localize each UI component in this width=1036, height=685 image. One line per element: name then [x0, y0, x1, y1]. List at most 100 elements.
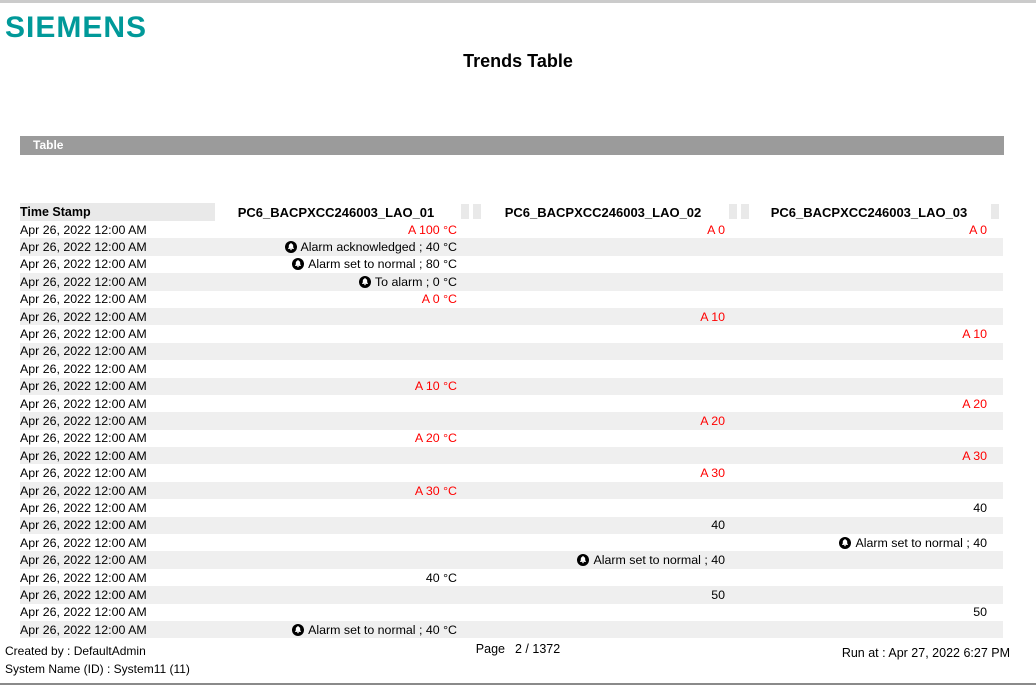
value-cell-col2 [481, 604, 725, 621]
system-name: System Name (ID) : System11 (11) [5, 661, 190, 676]
value-cell-col3 [751, 291, 987, 308]
spacer-cell [987, 551, 1003, 568]
timestamp-cell: Apr 26, 2022 12:00 AM [20, 274, 147, 289]
spacer-cell [725, 273, 751, 290]
spacer-block-icon [461, 204, 469, 220]
trend-value-text: 40 °C [425, 570, 457, 585]
value-cell-col3 [751, 464, 987, 481]
value-cell-col2 [481, 343, 725, 360]
spacer-cell [987, 586, 1003, 603]
value-cell-col1 [215, 395, 457, 412]
trend-value-text: A 30 [700, 466, 725, 481]
column-header-lao-02: PC6_BACPXCC246003_LAO_02 [504, 204, 702, 220]
timestamp-cell: Apr 26, 2022 12:00 AM [20, 240, 147, 255]
value-cell-col3 [751, 430, 987, 447]
spacer-cell [725, 464, 751, 481]
value-cell-col3 [751, 482, 987, 499]
timestamp-cell: Apr 26, 2022 12:00 AM [20, 553, 147, 568]
value-cell-col2 [481, 273, 725, 290]
spacer-cell [987, 221, 1003, 238]
table-row: Apr 26, 2022 12:00 AM 50 [20, 586, 1003, 604]
value-cell-col3 [751, 256, 987, 273]
timestamp-cell: Apr 26, 2022 12:00 AM [20, 483, 147, 498]
spacer-cell [725, 569, 751, 586]
value-cell-col2: 50 [481, 586, 725, 603]
table-row: Apr 26, 2022 12:00 AM To alarm ; 0 °C [20, 273, 1003, 291]
value-cell-col3 [751, 586, 987, 603]
header-spacer [987, 203, 1003, 221]
value-cell-col1: To alarm ; 0 °C [215, 273, 457, 290]
spacer-cell [987, 238, 1003, 255]
spacer-cell [725, 412, 751, 429]
spacer-cell [457, 464, 481, 481]
spacer-cell [725, 430, 751, 447]
table-row: Apr 26, 2022 12:00 AM A 100 °C A 0 A 0 [20, 221, 1003, 238]
table-section-label: Table [33, 138, 64, 152]
table-row: Apr 26, 2022 12:00 AM 40 [20, 499, 1003, 516]
spacer-block-icon [741, 204, 749, 220]
spacer-cell [725, 256, 751, 273]
alarm-bell-icon [292, 258, 305, 271]
spacer-cell [725, 499, 751, 516]
value-cell-col2 [481, 447, 725, 464]
timestamp-cell: Apr 26, 2022 12:00 AM [20, 257, 147, 272]
value-cell-col3: A 0 [751, 221, 987, 238]
bottom-border [0, 683, 1036, 685]
spacer-cell [725, 604, 751, 621]
spacer-cell [987, 621, 1003, 638]
value-cell-col3 [751, 517, 987, 534]
value-cell-col2 [481, 360, 725, 377]
trend-value-text: A 10 [962, 327, 987, 342]
value-cell-col3 [751, 569, 987, 586]
value-cell-col1: A 100 °C [215, 221, 457, 238]
spacer-cell [987, 378, 1003, 395]
trend-value-text: 50 [711, 587, 725, 602]
created-by: Created by : DefaultAdmin [5, 644, 146, 658]
spacer-cell [725, 586, 751, 603]
alarm-event-text: Alarm set to normal ; 40 °C [308, 622, 457, 637]
alarm-event-text: Alarm set to normal ; 40 [855, 535, 987, 550]
value-cell-col2 [481, 482, 725, 499]
value-cell-col1: A 30 °C [215, 482, 457, 499]
spacer-cell [987, 273, 1003, 290]
table-row: Apr 26, 2022 12:00 AM A 30 [20, 447, 1003, 465]
table-row: Apr 26, 2022 12:00 AM A 30 [20, 464, 1003, 481]
spacer-cell [457, 499, 481, 516]
trend-value-text: A 0 [707, 222, 725, 237]
page-title: Trends Table [463, 51, 573, 71]
table-row: Apr 26, 2022 12:00 AM A 30 °C [20, 481, 1003, 500]
value-cell-col3 [751, 273, 987, 290]
alarm-event-text: To alarm ; 0 °C [374, 274, 457, 289]
spacer-cell [725, 534, 751, 551]
spacer-cell [725, 308, 751, 325]
page-number: 2 / 1372 [515, 642, 561, 656]
column-header-timestamp: Time Stamp [20, 203, 215, 221]
alarm-bell-icon [358, 275, 371, 288]
spacer-cell [457, 395, 481, 412]
timestamp-cell: Apr 26, 2022 12:00 AM [20, 605, 147, 620]
table-row: Apr 26, 2022 12:00 AM A 20 [20, 395, 1003, 412]
page-indicator: Page 2 / 1372 [0, 642, 1036, 656]
value-cell-col3 [751, 412, 987, 429]
table-header-row: Time Stamp PC6_BACPXCC246003_LAO_01 PC6_… [20, 203, 1003, 221]
timestamp-cell: Apr 26, 2022 12:00 AM [20, 379, 147, 394]
trend-value-text: A 20 [962, 396, 987, 411]
spacer-cell [725, 343, 751, 360]
top-border [0, 0, 1036, 3]
table-row: Apr 26, 2022 12:00 AM Alarm set to normal… [20, 256, 1003, 273]
trend-value-text: A 100 °C [407, 222, 457, 237]
trend-value-text: A 30 °C [414, 483, 457, 498]
spacer-cell [725, 447, 751, 464]
value-cell-col2: A 10 [481, 308, 725, 325]
spacer-cell [987, 534, 1003, 551]
value-cell-col1: 40 °C [215, 569, 457, 586]
alarm-event-text: Alarm set to normal ; 40 [593, 553, 725, 568]
timestamp-cell: Apr 26, 2022 12:00 AM [20, 396, 147, 411]
value-cell-col1 [215, 343, 457, 360]
trend-value-text: A 20 °C [414, 431, 457, 446]
table-section-header: Table [20, 136, 1004, 155]
table-row: Apr 26, 2022 12:00 AM A 10 °C [20, 377, 1003, 395]
spacer-cell [457, 482, 481, 499]
page-label: Page [475, 642, 505, 656]
timestamp-cell: Apr 26, 2022 12:00 AM [20, 292, 147, 307]
